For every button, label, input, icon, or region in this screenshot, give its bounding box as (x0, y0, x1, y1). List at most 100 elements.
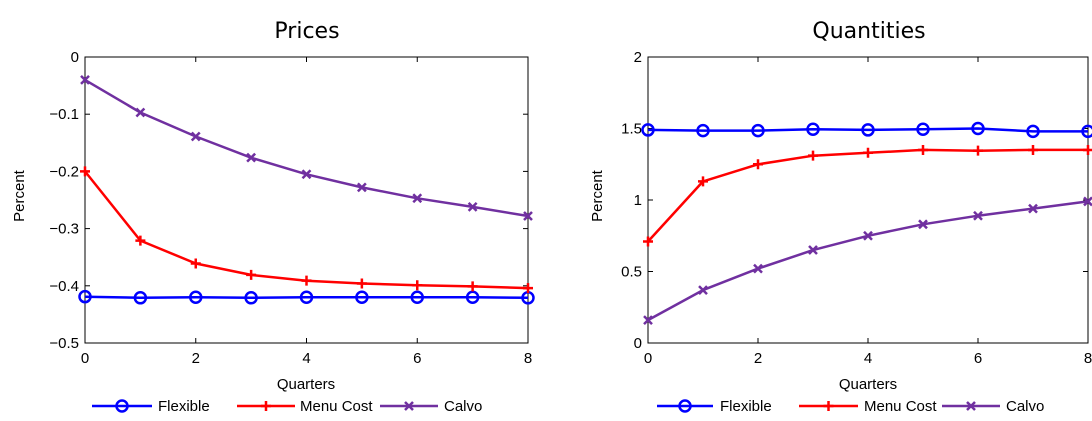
data-point-flexible (861, 123, 875, 137)
plot-area (78, 74, 535, 305)
data-point-menu-cost (643, 236, 653, 247)
series-line-calvo (84, 78, 529, 218)
series-menu-cost (80, 166, 533, 294)
x-tick-label: 4 (302, 350, 310, 367)
data-point-calvo (135, 107, 146, 118)
x-tick-label: 6 (974, 350, 982, 367)
y-tick-label: 0 (634, 335, 642, 352)
data-point-menu-cost (753, 159, 763, 170)
data-point-calvo (808, 245, 818, 255)
tick-group: 0 2 4 6 8 −0.5 −0.4 −0.3 −0.2 −0.1 0 (49, 49, 532, 367)
data-point-menu-cost (808, 150, 818, 161)
y-tick-label: 1.5 (621, 121, 642, 138)
data-point-menu-cost (135, 235, 146, 246)
series-menu-cost (643, 144, 1092, 247)
data-point-menu-cost (80, 166, 90, 177)
plot-frame (84, 56, 529, 344)
y-tick-label: 0 (71, 49, 79, 66)
legend-label: Menu Cost (864, 398, 937, 415)
data-point-calvo (753, 263, 763, 274)
x-axis-label: Quarters (839, 376, 897, 393)
x-tick-label: 4 (864, 350, 872, 367)
legend-item-menu-cost: Menu Cost (799, 398, 937, 415)
legend-marker (404, 401, 414, 411)
data-point-calvo (523, 211, 533, 221)
data-point-flexible (465, 290, 480, 304)
x-tick-label: 6 (413, 350, 421, 367)
legend: Flexible Menu Cost Calvo (657, 398, 1044, 415)
series-line-calvo (647, 200, 1089, 322)
y-tick-label: 2 (634, 49, 642, 66)
legend-label: Calvo (444, 398, 482, 415)
legend-item-flexible: Flexible (657, 398, 772, 415)
data-point-calvo (356, 182, 367, 193)
series-line-menu-cost (84, 170, 529, 290)
data-point-flexible (641, 123, 655, 137)
legend-marker (966, 401, 976, 411)
axes-box (647, 56, 1089, 344)
legend-item-menu-cost: Menu Cost (237, 398, 373, 415)
data-point-menu-cost (190, 258, 201, 269)
series-flexible (641, 121, 1092, 139)
data-point-flexible (1081, 124, 1092, 139)
series-line-flexible (84, 295, 529, 300)
legend-label: Calvo (1006, 398, 1044, 415)
data-point-calvo (643, 315, 653, 326)
x-tick-label: 8 (1084, 350, 1092, 367)
data-point-flexible (751, 123, 765, 138)
data-point-menu-cost (523, 283, 533, 294)
data-point-flexible (1026, 124, 1040, 139)
data-point-calvo (1028, 203, 1038, 214)
data-point-menu-cost (412, 280, 423, 291)
quantities-chart: Quantities Percent Quarters 0 2 4 6 8 0 0.5 1 1.… (589, 19, 1092, 415)
data-point-menu-cost (1083, 144, 1092, 155)
data-point-calvo (973, 210, 983, 221)
chart-title: Quantities (812, 19, 925, 44)
data-point-flexible (410, 290, 424, 304)
legend-item-calvo: Calvo (380, 398, 482, 415)
plot-frame (647, 56, 1089, 344)
y-tick-label: 0.5 (621, 264, 642, 281)
tick-group: 0 2 4 6 8 0 0.5 1 1.5 2 (621, 49, 1092, 367)
data-point-menu-cost (1028, 144, 1038, 155)
series-line-flexible (647, 127, 1088, 133)
prices-chart: Prices Percent Quarters 0 2 4 6 8 −0.5 −0.4 −0.… (11, 19, 535, 415)
y-tick-label: −0.2 (49, 163, 79, 180)
x-tick-label: 8 (524, 350, 532, 367)
axes-box (84, 56, 529, 344)
series-calvo (80, 74, 533, 221)
x-tick-label: 2 (754, 350, 762, 367)
data-point-calvo (80, 74, 90, 85)
legend-item-calvo: Calvo (942, 398, 1044, 415)
data-point-menu-cost (918, 144, 928, 155)
x-tick-label: 0 (644, 350, 652, 367)
legend-marker (678, 399, 692, 413)
legend-marker (823, 401, 834, 411)
x-axis-label: Quarters (277, 376, 335, 393)
y-tick-label: −0.5 (49, 335, 79, 352)
data-point-calvo (467, 201, 478, 212)
data-point-flexible (244, 291, 258, 305)
data-point-calvo (246, 152, 257, 163)
y-axis-label: Percent (589, 169, 606, 222)
legend-label: Flexible (720, 398, 772, 415)
data-point-flexible (971, 121, 985, 136)
legend-item-flexible: Flexible (92, 398, 210, 415)
series-flexible (78, 289, 535, 305)
data-point-calvo (863, 230, 873, 241)
series-calvo (643, 196, 1092, 326)
plot-area (641, 121, 1092, 326)
data-point-menu-cost (973, 145, 983, 156)
data-point-calvo (698, 285, 708, 295)
y-tick-label: −0.3 (49, 221, 79, 238)
data-point-calvo (412, 193, 423, 204)
chart-title: Prices (274, 19, 339, 44)
legend: Flexible Menu Cost Calvo (92, 398, 482, 415)
data-point-calvo (918, 219, 928, 230)
data-point-calvo (190, 131, 201, 142)
data-point-calvo (301, 169, 312, 180)
data-point-flexible (806, 122, 820, 136)
data-point-flexible (78, 289, 92, 304)
series-line-menu-cost (647, 148, 1088, 243)
